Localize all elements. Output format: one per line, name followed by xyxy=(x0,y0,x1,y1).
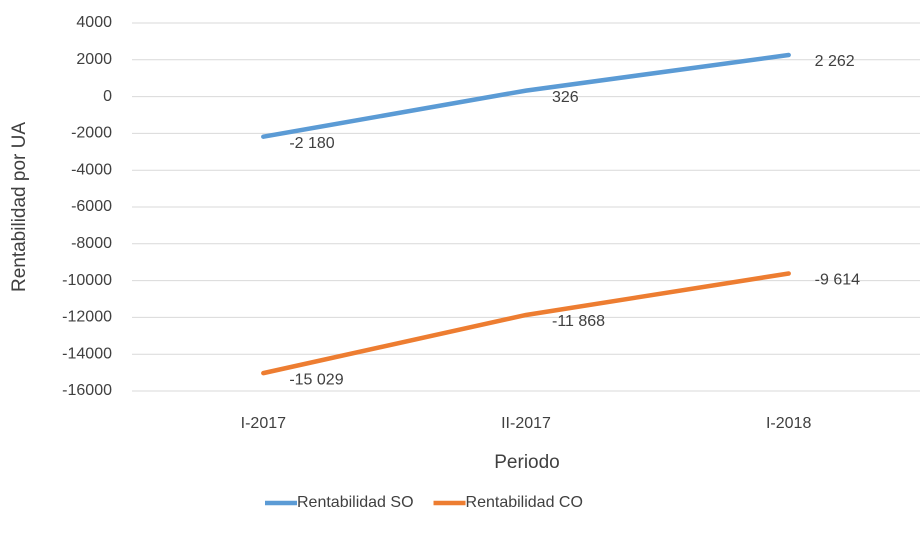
data-label: 2 262 xyxy=(815,53,855,70)
y-tick-label: -2000 xyxy=(71,125,112,142)
series-line xyxy=(261,52,791,139)
y-tick-label: -14000 xyxy=(62,345,112,362)
y-axis-title: Rentabilidad por UA xyxy=(9,122,30,292)
legend-label: Rentabilidad CO xyxy=(466,494,583,511)
x-tick-label: I-2018 xyxy=(766,415,811,432)
data-label: -11 868 xyxy=(552,313,605,330)
y-tick-label: 0 xyxy=(103,88,112,105)
x-axis-title: Periodo xyxy=(494,452,560,473)
y-tick-label: -4000 xyxy=(71,161,112,178)
y-tick-label: -6000 xyxy=(71,198,112,215)
y-tick-label: 2000 xyxy=(76,51,112,68)
data-label: -2 180 xyxy=(289,135,334,152)
y-tick-label: -12000 xyxy=(62,309,112,326)
x-tick-label: I-2017 xyxy=(241,415,286,432)
legend-label: Rentabilidad SO xyxy=(297,494,414,511)
series-line xyxy=(261,271,791,376)
y-tick-label: 4000 xyxy=(76,14,112,31)
data-label: -15 029 xyxy=(289,371,343,388)
x-tick-label: II-2017 xyxy=(501,415,551,432)
y-tick-label: -16000 xyxy=(62,382,112,399)
y-tick-label: -8000 xyxy=(71,235,112,252)
data-label: 326 xyxy=(552,89,579,106)
data-label: -9 614 xyxy=(815,272,860,289)
y-tick-label: -10000 xyxy=(62,272,112,289)
